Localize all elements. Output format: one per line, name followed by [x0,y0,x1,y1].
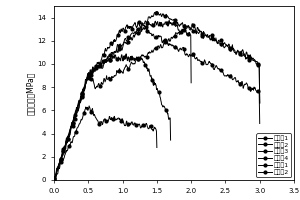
实施例2 [203,59,206,61]
Line: 对比例2: 对比例2 [52,22,261,182]
实施例3 [169,139,172,141]
对比例2 [119,71,123,73]
实施例2 [202,62,205,64]
实施例4 [188,32,191,34]
实施例2 [134,31,138,34]
实施例4 [52,179,56,182]
实施例3 [53,175,57,178]
实施例2 [77,99,81,101]
实施例1 [258,102,262,104]
对比例1 [112,116,116,119]
实施例3 [159,97,162,99]
实施例2 [53,177,57,180]
对比例1 [87,105,91,107]
对比例1 [52,180,56,182]
实施例4 [167,19,171,22]
对比例2 [190,22,194,25]
Line: 实施例1: 实施例1 [52,10,261,179]
实施例3 [122,57,126,60]
实施例1 [52,177,56,179]
实施例1 [202,37,205,39]
实施例4 [116,35,119,37]
对比例1 [95,118,99,121]
实施例4 [133,21,137,24]
实施例2 [258,122,262,125]
实施例2 [183,50,186,52]
对比例2 [52,180,56,182]
实施例3 [52,178,56,181]
实施例1 [155,10,159,13]
Legend: 实施例1, 实施例2, 实施例3, 实施例4, 对比例1, 对比例2: 实施例1, 实施例2, 实施例3, 实施例4, 对比例1, 对比例2 [256,133,291,177]
实施例1 [203,35,206,37]
Line: 实施例2: 实施例2 [52,26,261,180]
实施例1 [53,177,56,179]
Y-axis label: 拉伸应力（MPa）: 拉伸应力（MPa） [26,71,34,115]
Line: 实施例4: 实施例4 [52,19,193,182]
实施例3 [124,55,128,57]
Line: 实施例3: 实施例3 [52,52,172,181]
对比例2 [201,32,205,34]
实施例1 [120,45,123,47]
实施例3 [151,83,155,85]
实施例3 [122,57,125,59]
Line: 对比例1: 对比例1 [52,105,158,182]
对比例2 [182,30,185,33]
实施例2 [120,49,123,51]
对比例2 [258,102,262,104]
实施例4 [89,76,92,78]
对比例1 [155,146,159,149]
实施例2 [52,177,56,180]
实施例3 [52,178,56,180]
对比例1 [69,140,73,143]
实施例1 [77,102,81,104]
实施例1 [134,31,138,33]
实施例4 [125,24,129,26]
对比例1 [124,125,127,127]
对比例1 [151,130,155,132]
实施例4 [184,30,188,32]
对比例2 [202,31,206,34]
实施例3 [124,53,128,55]
实施例4 [189,82,193,84]
实施例2 [141,26,145,29]
实施例1 [183,25,186,27]
对比例2 [134,61,137,63]
对比例2 [77,107,80,110]
对比例1 [94,116,98,119]
